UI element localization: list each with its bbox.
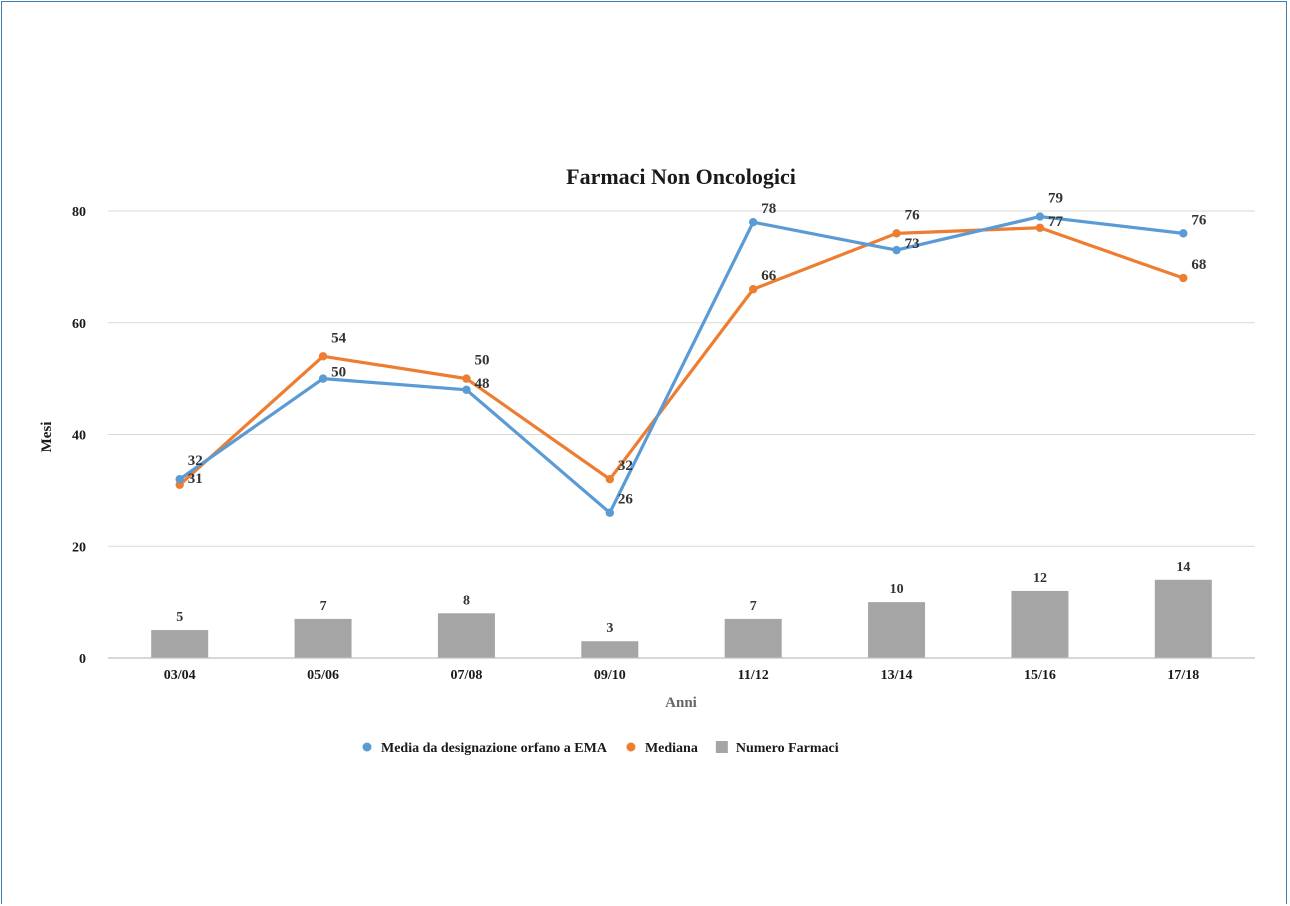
data-label-media-da-designazione-orfano-a-ema-03-04: 32: [188, 453, 203, 469]
x-axis-title: Anni: [665, 695, 697, 711]
bar-data-labels: 5 7 8 3 7 10 12 14: [176, 560, 1190, 636]
data-label-mediana-11-12: 66: [761, 268, 777, 284]
x-tick-label-15-16: 15/16: [1024, 668, 1056, 683]
data-label-mediana-15-16: 77: [1048, 214, 1064, 230]
point-media-da-designazione-orfano-a-ema-05-06: [318, 374, 328, 383]
bar-09-10: [581, 641, 639, 658]
bar-13-14: [868, 602, 926, 658]
bar-label-09-10: 3: [606, 621, 613, 636]
legend-swatch-media-da-designazione-orfano-a-ema: [362, 742, 372, 752]
bar-label-07-08: 8: [463, 593, 470, 608]
y-tick-label-80: 80: [72, 205, 86, 220]
data-label-media-da-designazione-orfano-a-ema-05-06: 50: [331, 365, 346, 381]
bar-label-15-16: 12: [1033, 571, 1047, 586]
y-tick-label-60: 60: [72, 317, 86, 332]
data-label-media-da-designazione-orfano-a-ema-13-14: 73: [905, 236, 920, 252]
line-series: [175, 212, 1188, 517]
x-tick-label-07-08: 07/08: [450, 668, 482, 683]
data-label-media-da-designazione-orfano-a-ema-15-16: 79: [1048, 191, 1063, 207]
data-label-media-da-designazione-orfano-a-ema-17-18: 76: [1191, 212, 1207, 228]
legend-swatch-numero-farmaci: [715, 741, 728, 753]
data-label-mediana-17-18: 68: [1191, 257, 1206, 273]
chart-title: Farmaci Non Oncologici: [566, 164, 796, 189]
data-label-mediana-03-04: 31: [188, 471, 203, 487]
legend-swatch-mediana: [626, 742, 636, 752]
x-axis: 03/04 05/06 07/08 09/10 11/12 13/14 15/16 17/18: [164, 668, 1200, 683]
point-mediana-09-10: [605, 475, 615, 484]
point-mediana-17-18: [1179, 273, 1188, 283]
x-tick-label-09-10: 09/10: [594, 668, 626, 683]
bar-15-16: [1011, 590, 1069, 658]
point-media-da-designazione-orfano-a-ema-17-18: [1179, 229, 1188, 238]
point-media-da-designazione-orfano-a-ema-07-08: [462, 385, 471, 394]
bar-label-11-12: 7: [750, 599, 757, 614]
data-label-mediana-05-06: 54: [331, 330, 347, 346]
bar-label-13-14: 10: [890, 582, 904, 597]
bar-07-08: [437, 613, 495, 658]
point-media-da-designazione-orfano-a-ema-13-14: [892, 245, 901, 255]
data-label-media-da-designazione-orfano-a-ema-07-08: 48: [474, 376, 489, 392]
x-tick-label-03-04: 03/04: [164, 668, 196, 683]
line-media-da-designazione-orfano-a-ema: [178, 214, 1184, 515]
point-mediana-05-06: [318, 352, 328, 361]
legend-label-media-da-designazione-orfano-a-ema: Media da designazione orfano a EMA: [381, 741, 608, 756]
y-axis: 0 20 40 60 80: [72, 205, 86, 667]
x-tick-label-11-12: 11/12: [738, 668, 769, 683]
bar-17-18: [1154, 579, 1212, 658]
data-label-media-da-designazione-orfano-a-ema-11-12: 78: [761, 201, 776, 217]
y-tick-label-20: 20: [72, 540, 86, 555]
point-media-da-designazione-orfano-a-ema-15-16: [1035, 212, 1045, 221]
x-tick-label-17-18: 17/18: [1167, 668, 1199, 683]
point-mediana-15-16: [1035, 223, 1045, 232]
point-mediana-11-12: [748, 285, 758, 294]
x-tick-label-05-06: 05/06: [307, 668, 339, 683]
bar-label-03-04: 5: [176, 610, 183, 625]
bar-03-04: [151, 630, 209, 658]
point-media-da-designazione-orfano-a-ema-03-04: [175, 475, 184, 484]
y-tick-label-40: 40: [72, 429, 86, 444]
y-tick-label-0: 0: [79, 652, 86, 667]
legend-label-numero-farmaci: Numero Farmaci: [736, 741, 839, 756]
point-media-da-designazione-orfano-a-ema-09-10: [605, 508, 615, 517]
legend-label-mediana: Mediana: [645, 741, 698, 756]
point-mediana-13-14: [892, 229, 901, 238]
bar-series-numero-farmaci: [151, 579, 1212, 658]
bar-label-05-06: 7: [320, 599, 327, 614]
point-mediana-07-08: [462, 374, 471, 383]
line-data-labels: 32 50 48 26 78 73 79 76 31 54 50 32 66 76 77 68: [188, 191, 1207, 508]
bar-11-12: [724, 618, 782, 658]
bar-label-17-18: 14: [1176, 560, 1190, 575]
line-mediana: [178, 226, 1184, 486]
point-media-da-designazione-orfano-a-ema-11-12: [748, 217, 758, 227]
data-label-mediana-07-08: 50: [474, 353, 489, 369]
data-label-mediana-09-10: 32: [618, 458, 633, 474]
y-axis-title: Mesi: [39, 422, 55, 453]
gridlines: [108, 210, 1255, 547]
bar-05-06: [294, 618, 352, 658]
legend: Media da designazione orfano a EMA Median…: [362, 741, 839, 756]
x-tick-label-13-14: 13/14: [881, 668, 913, 683]
data-label-media-da-designazione-orfano-a-ema-09-10: 26: [618, 492, 634, 508]
data-label-mediana-13-14: 76: [905, 207, 921, 223]
